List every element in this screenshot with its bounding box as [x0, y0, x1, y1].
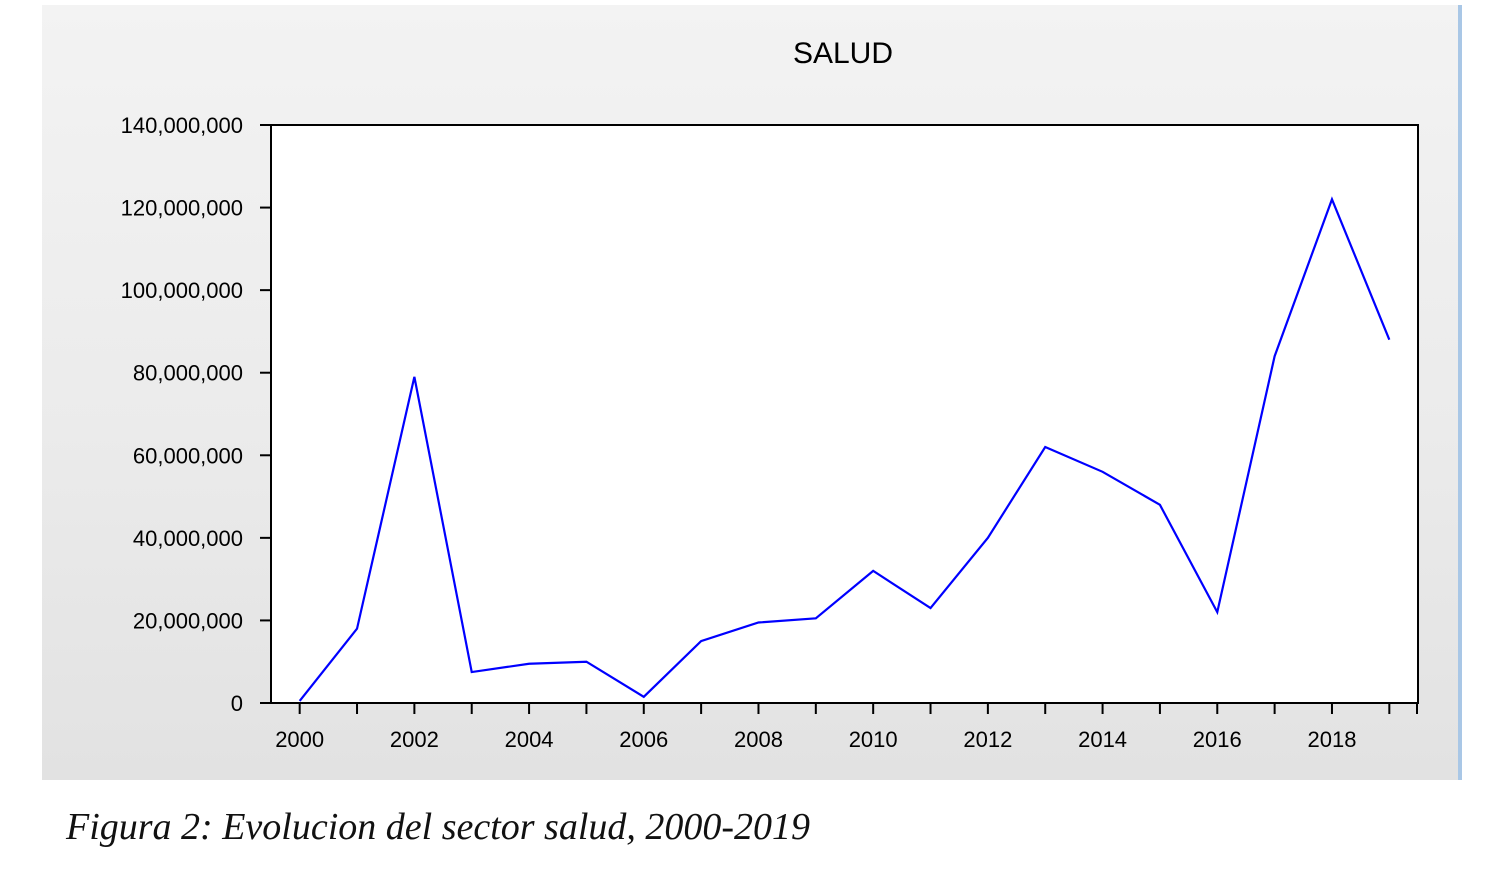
x-tick-label: 2016	[1193, 727, 1242, 752]
x-tick-label: 2012	[963, 727, 1012, 752]
figure-caption: Figura 2: Evolucion del sector salud, 20…	[66, 806, 811, 848]
x-tick-label: 2014	[1078, 727, 1127, 752]
y-tick-label: 60,000,000	[133, 443, 243, 468]
x-tick-label: 2004	[505, 727, 554, 752]
x-tick-label: 2008	[734, 727, 783, 752]
y-tick-label: 40,000,000	[133, 526, 243, 551]
x-tick-label: 2000	[275, 727, 324, 752]
y-tick-label: 0	[231, 691, 243, 716]
y-tick-label: 100,000,000	[121, 278, 243, 303]
plot-area	[270, 124, 1419, 704]
x-tick-label: 2002	[390, 727, 439, 752]
panel-edge	[1458, 5, 1462, 780]
series-line	[298, 196, 1391, 702]
x-tick-label: 2006	[619, 727, 668, 752]
y-tick-label: 80,000,000	[133, 361, 243, 386]
y-tick-label: 120,000,000	[121, 196, 243, 221]
x-tick-label: 2010	[849, 727, 898, 752]
chart-title: SALUD	[793, 37, 893, 70]
y-tick-label: 20,000,000	[133, 608, 243, 633]
x-tick-label: 2018	[1307, 727, 1356, 752]
y-tick-label: 140,000,000	[121, 113, 243, 138]
